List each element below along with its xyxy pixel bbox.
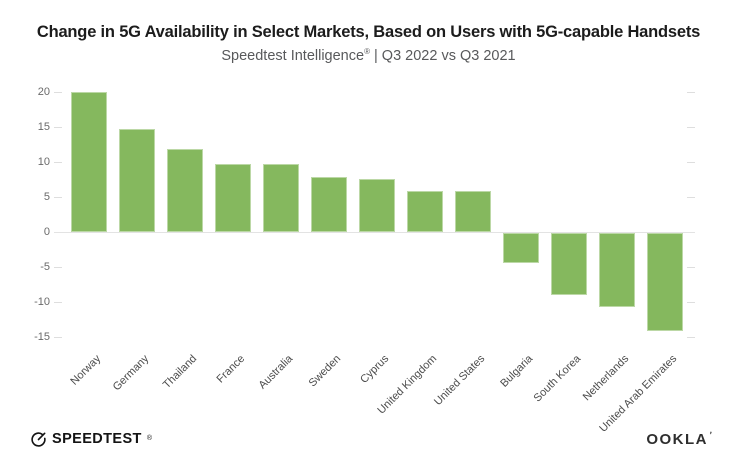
- y-axis-label: 15: [37, 121, 50, 133]
- bar: [167, 148, 203, 232]
- bar: [311, 176, 347, 232]
- y-tick-left: [54, 197, 62, 198]
- bar: [407, 190, 443, 232]
- y-axis-label: -5: [40, 261, 50, 273]
- x-axis-label: Sweden: [306, 352, 344, 390]
- bar: [551, 233, 587, 296]
- bar: [71, 92, 107, 232]
- speedtest-logo: SPEEDTEST ®: [30, 431, 152, 448]
- subtitle-brand: Speedtest Intelligence: [221, 48, 365, 64]
- y-axis-label: 20: [37, 86, 50, 98]
- registered-mark: ®: [364, 47, 370, 57]
- bar-chart: 20 15 10 5 0 -5 -10 -15 Norway Germany Thailand Fra…: [0, 80, 737, 435]
- y-tick-right: [687, 197, 695, 198]
- x-axis-label: South Korea: [531, 352, 584, 405]
- y-axis-label: 10: [37, 156, 50, 168]
- y-tick-right: [687, 267, 695, 268]
- speedtest-wordmark: SPEEDTEST: [52, 431, 142, 447]
- y-axis-label: 0: [43, 226, 50, 238]
- bar: [599, 233, 635, 307]
- y-tick-right: [687, 92, 695, 93]
- ookla-accent-mark: ’: [708, 429, 715, 440]
- bar: [503, 233, 539, 264]
- footer: SPEEDTEST ® OOKLA ’: [0, 424, 737, 454]
- speedtest-gauge-icon: [30, 431, 47, 448]
- bar: [215, 164, 251, 232]
- y-tick-right: [687, 302, 695, 303]
- y-tick-left: [54, 302, 62, 303]
- y-tick-left: [54, 267, 62, 268]
- bar: [119, 129, 155, 232]
- x-axis-label: Norway: [68, 352, 104, 388]
- chart-subtitle: Speedtest Intelligence® | Q3 2022 vs Q3 …: [0, 48, 737, 64]
- zero-baseline: [54, 232, 695, 233]
- subtitle-period: | Q3 2022 vs Q3 2021: [369, 48, 516, 64]
- y-tick-right: [687, 162, 695, 163]
- bar: [647, 233, 683, 331]
- y-tick-right: [687, 337, 695, 338]
- x-axis-label: Australia: [256, 352, 296, 392]
- y-tick-left: [54, 162, 62, 163]
- x-axis-label: Bulgaria: [498, 352, 536, 390]
- ookla-wordmark: OOKLA: [646, 430, 708, 448]
- ookla-logo: OOKLA ’: [646, 429, 715, 448]
- y-axis-label: -10: [34, 296, 50, 308]
- bar: [359, 178, 395, 232]
- x-axis-label: United States: [432, 352, 488, 408]
- x-axis-label: Thailand: [160, 352, 200, 392]
- y-tick-left: [54, 92, 62, 93]
- x-axis-label: France: [214, 352, 248, 386]
- x-axis-label: Cyprus: [358, 352, 392, 386]
- y-axis-label: 5: [43, 191, 50, 203]
- y-tick-left: [54, 127, 62, 128]
- bar: [455, 190, 491, 232]
- bar: [263, 164, 299, 232]
- y-tick-right: [687, 127, 695, 128]
- y-tick-left: [54, 337, 62, 338]
- x-axis-label: Germany: [110, 352, 152, 394]
- y-axis-label: -15: [34, 331, 50, 343]
- chart-title: Change in 5G Availability in Select Mark…: [36, 23, 701, 41]
